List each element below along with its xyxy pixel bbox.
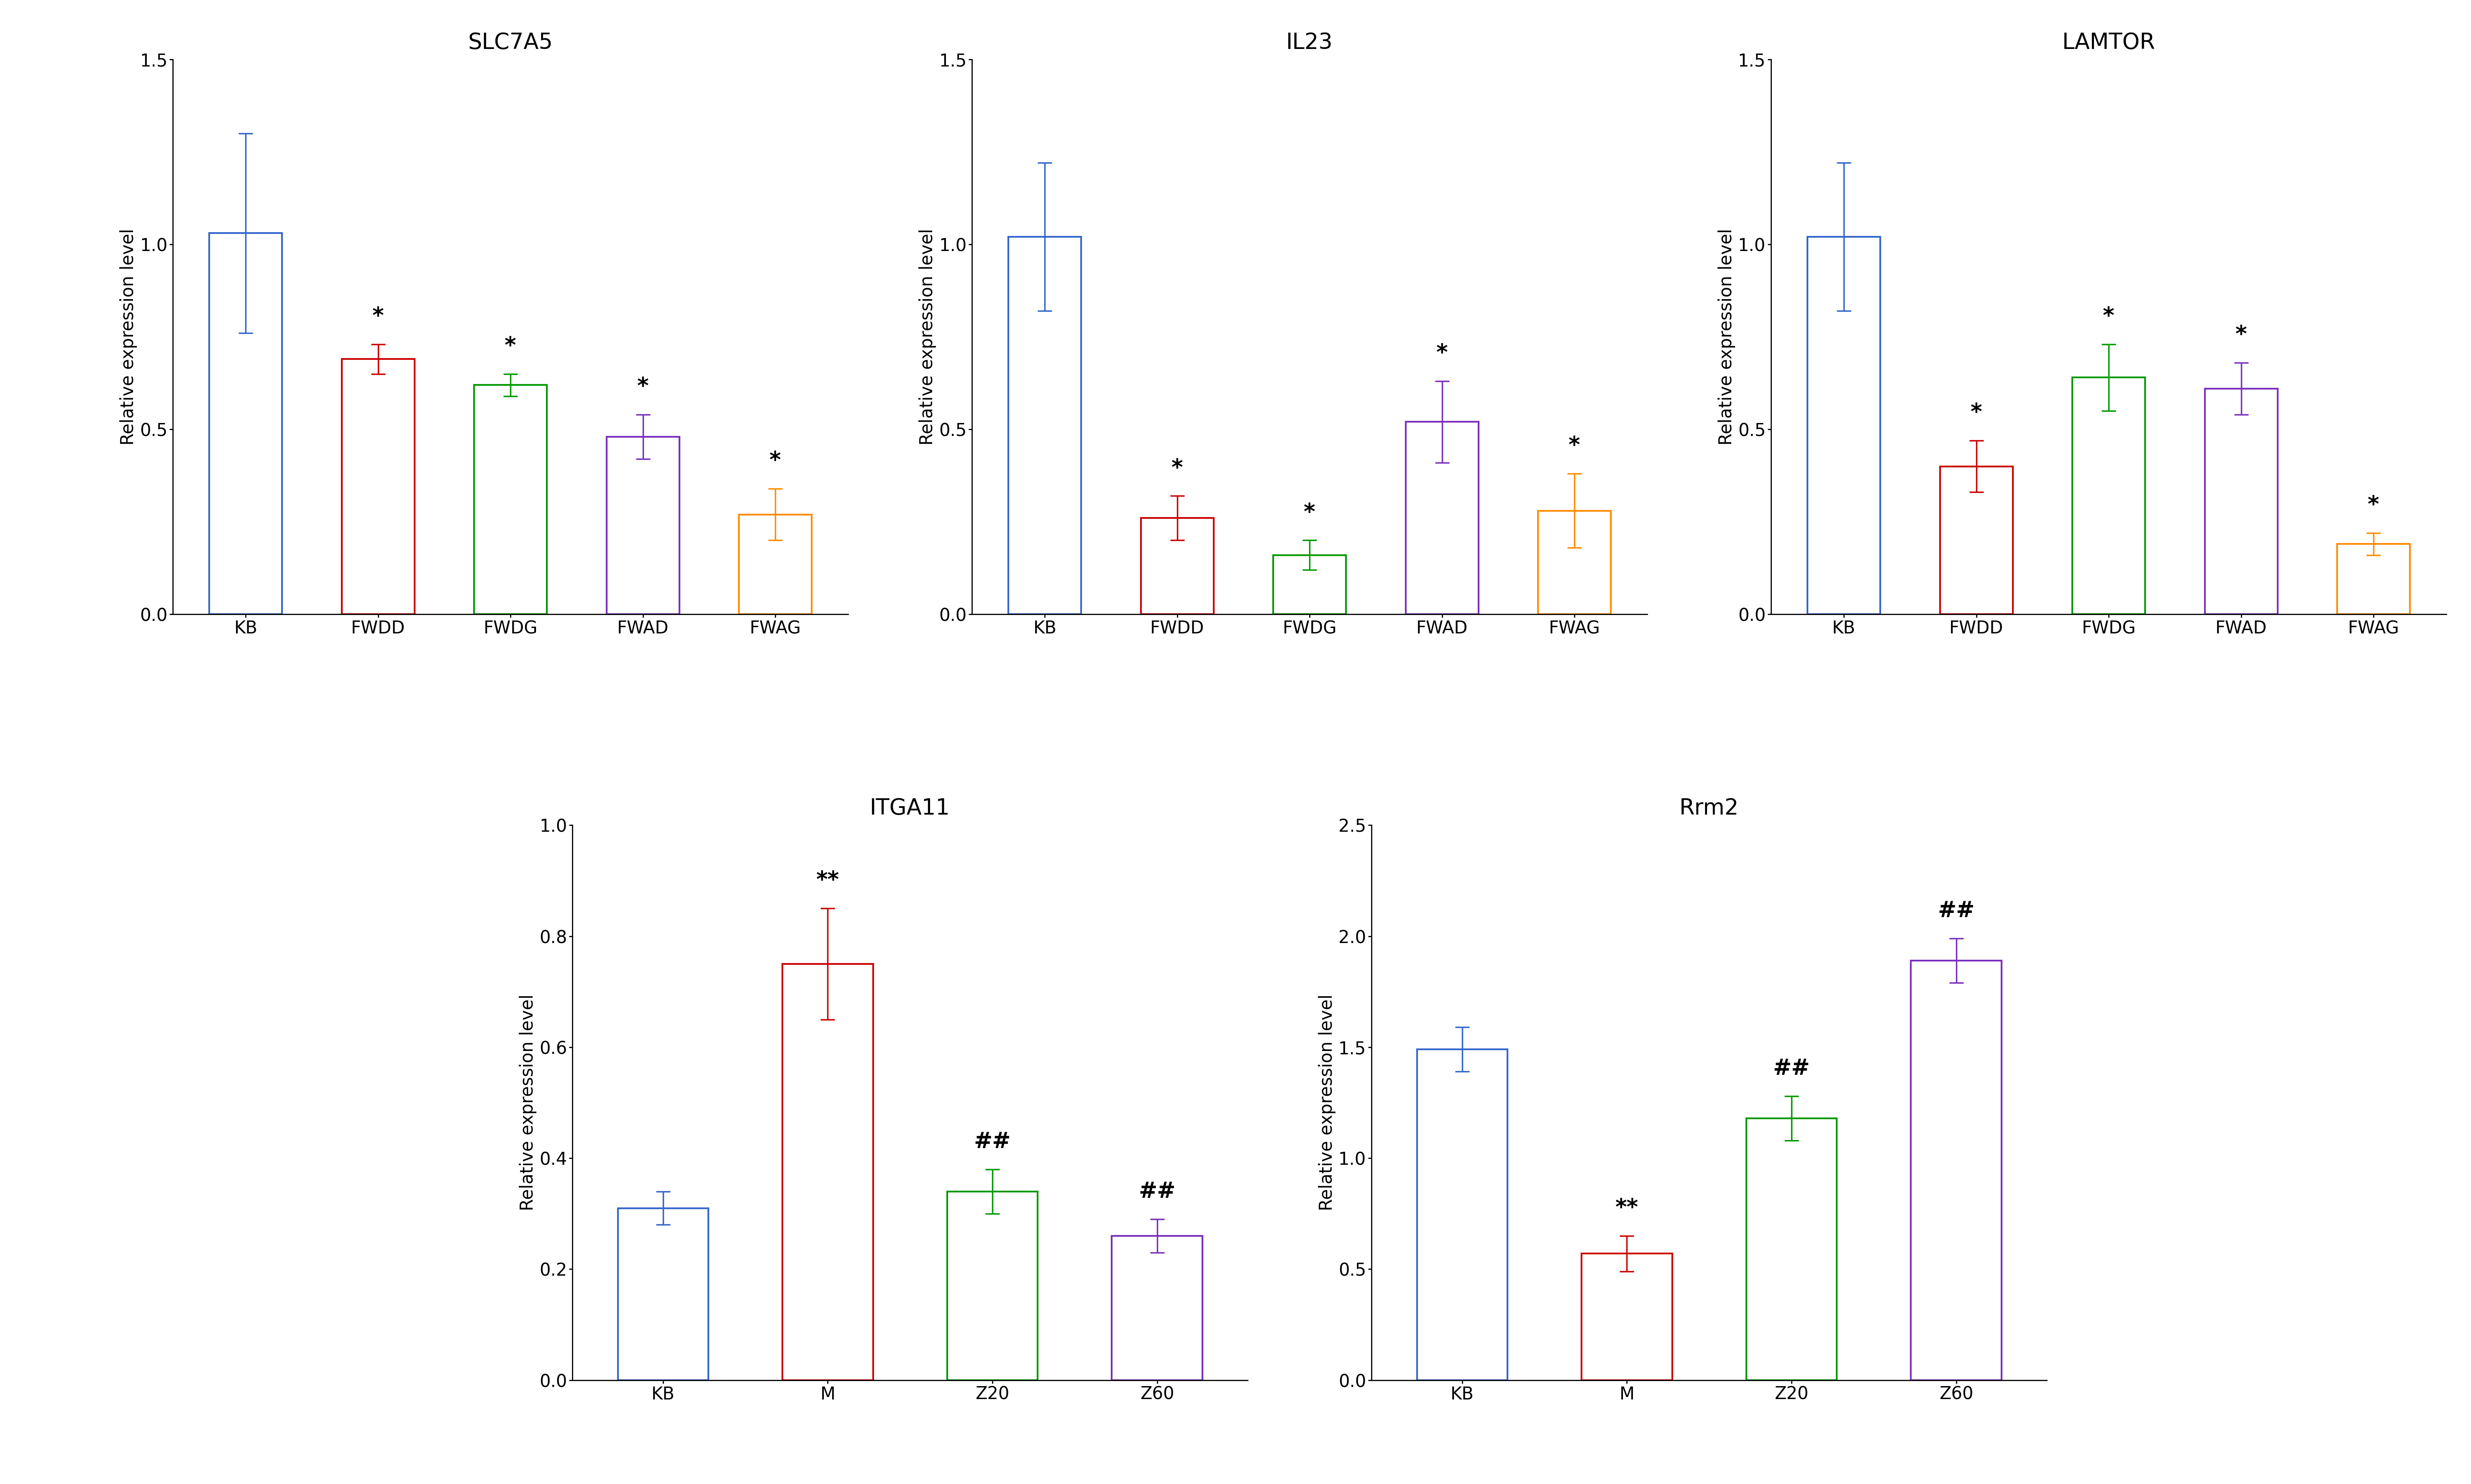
Text: *: *	[638, 375, 650, 398]
Y-axis label: Relative expression level: Relative expression level	[919, 229, 937, 445]
Bar	[618, 1208, 709, 1380]
Text: *: *	[2367, 494, 2380, 516]
Text: *: *	[1171, 457, 1184, 479]
Title: SLC7A5: SLC7A5	[467, 31, 554, 53]
Bar	[474, 384, 546, 614]
Y-axis label: Relative expression level: Relative expression level	[519, 994, 536, 1211]
Text: *: *	[1569, 435, 1579, 457]
Text: ##: ##	[1937, 899, 1974, 922]
Title: IL23: IL23	[1287, 31, 1332, 53]
Bar	[1940, 466, 2014, 614]
Text: *: *	[768, 450, 781, 472]
Bar	[1142, 518, 1213, 614]
Text: *: *	[1969, 402, 1982, 424]
Bar	[2204, 389, 2278, 614]
Bar	[739, 515, 810, 614]
Text: *: *	[2103, 306, 2115, 328]
Bar	[1406, 421, 1478, 614]
Bar	[1008, 237, 1082, 614]
Bar	[1747, 1117, 1836, 1380]
Y-axis label: Relative expression level: Relative expression level	[1717, 229, 1735, 445]
Title: LAMTOR: LAMTOR	[2063, 31, 2155, 53]
Bar	[1581, 1254, 1673, 1380]
Text: **: **	[1616, 1198, 1638, 1220]
Bar	[2073, 377, 2145, 614]
Text: *: *	[2236, 325, 2246, 346]
Bar	[210, 233, 282, 614]
Bar	[1809, 237, 1880, 614]
Bar	[1112, 1236, 1203, 1380]
Text: *: *	[373, 306, 383, 328]
Bar	[1910, 960, 2002, 1380]
Text: ##: ##	[974, 1131, 1011, 1153]
Bar	[1273, 555, 1347, 614]
Bar	[1537, 510, 1611, 614]
Title: Rrm2: Rrm2	[1680, 797, 1740, 819]
Title: ITGA11: ITGA11	[870, 797, 951, 819]
Bar	[946, 1192, 1038, 1380]
Bar	[1416, 1049, 1507, 1380]
Y-axis label: Relative expression level: Relative expression level	[1320, 994, 1337, 1211]
Text: ##: ##	[1774, 1058, 1811, 1079]
Bar	[341, 359, 415, 614]
Bar	[605, 436, 680, 614]
Text: *: *	[1305, 502, 1315, 524]
Bar	[783, 965, 872, 1380]
Text: *: *	[1436, 343, 1448, 365]
Text: ##: ##	[1139, 1181, 1176, 1202]
Bar	[2338, 545, 2409, 614]
Text: **: **	[815, 870, 840, 892]
Y-axis label: Relative expression level: Relative expression level	[119, 229, 138, 445]
Text: *: *	[504, 335, 516, 358]
